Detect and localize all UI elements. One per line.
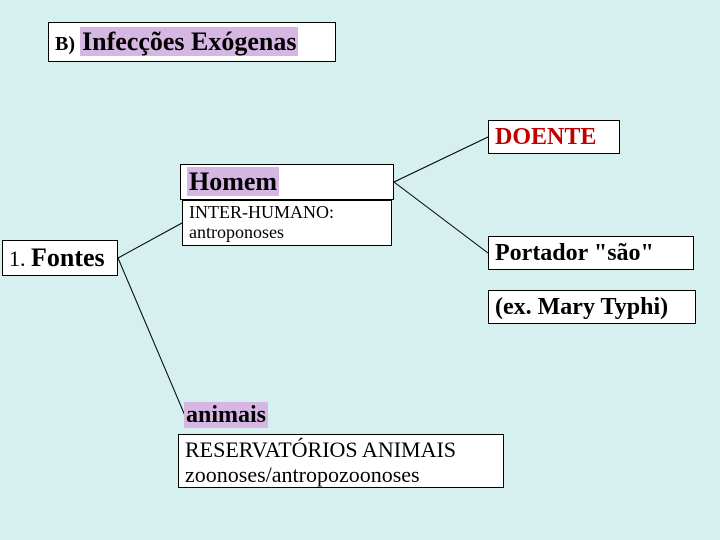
portador-label: Portador "são"	[495, 240, 654, 266]
title-box: B) Infecções Exógenas	[48, 22, 336, 62]
animais-box: animais	[184, 402, 274, 434]
portador-box: Portador "são"	[488, 236, 694, 270]
fontes-prefix: 1.	[9, 246, 31, 271]
homem-label: Homem	[187, 167, 279, 196]
title-prefix: B)	[55, 33, 80, 55]
exemplo-label: (ex. Mary Typhi)	[495, 294, 668, 320]
reservatorios-line2: zoonoses/antropozoonoses	[185, 462, 497, 487]
inter-humano-line2: antroponoses	[189, 223, 385, 243]
exemplo-box: (ex. Mary Typhi)	[488, 290, 696, 324]
doente-box: DOENTE	[488, 120, 620, 154]
reservatorios-line1: RESERVATÓRIOS ANIMAIS	[185, 437, 497, 462]
reservatorios-box: RESERVATÓRIOS ANIMAIS zoonoses/antropozo…	[178, 434, 504, 488]
doente-label: DOENTE	[495, 124, 596, 150]
inter-humano-box: INTER-HUMANO: antroponoses	[182, 200, 392, 246]
homem-box: Homem (MAIORIA)	[180, 164, 394, 200]
animais-label: animais	[184, 402, 268, 428]
title-text: Infecções Exógenas	[80, 27, 298, 56]
inter-humano-line1: INTER-HUMANO:	[189, 203, 385, 223]
fontes-box: 1. Fontes	[2, 240, 118, 276]
fontes-label: Fontes	[31, 243, 105, 272]
